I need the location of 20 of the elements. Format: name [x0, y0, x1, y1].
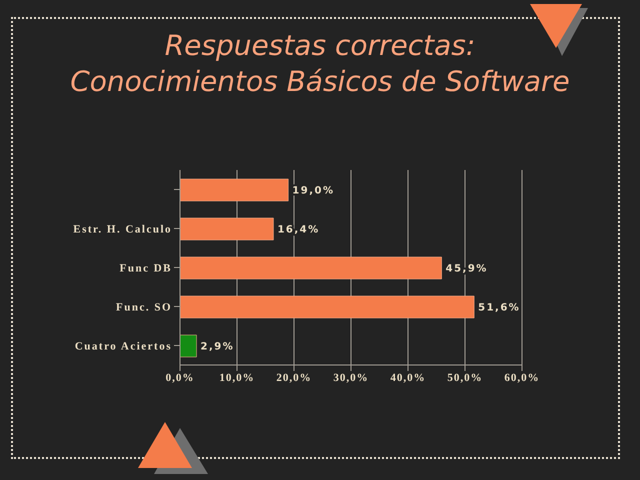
x-tick-label: 0,0%	[166, 372, 194, 384]
chart-title: Respuestas correctas:	[164, 28, 476, 64]
bar	[180, 256, 442, 280]
x-tick-label: 40,0%	[390, 372, 426, 384]
bar	[180, 218, 274, 240]
bar	[180, 334, 197, 358]
y-tick-label: Estr. H. Calculo	[73, 223, 172, 236]
y-tick-label: Cuatro Aciertos	[74, 340, 172, 352]
x-tick-label: 30,0%	[333, 372, 369, 384]
y-tick-label: Func. SO	[116, 301, 172, 314]
data-label: 2,9%	[200, 342, 234, 353]
y-tick-label: Func DB	[120, 262, 172, 274]
x-tick-label: 20,0%	[276, 372, 312, 384]
chart-subtitle: Conocimientos Básicos de Software	[69, 64, 571, 100]
x-tick-label: 50,0%	[447, 372, 483, 384]
data-label: 51,6%	[478, 302, 520, 314]
x-tick-label: 10,0%	[219, 372, 255, 384]
bar	[180, 178, 289, 202]
bar	[180, 296, 474, 318]
x-tick-label: 60,0%	[504, 372, 540, 384]
